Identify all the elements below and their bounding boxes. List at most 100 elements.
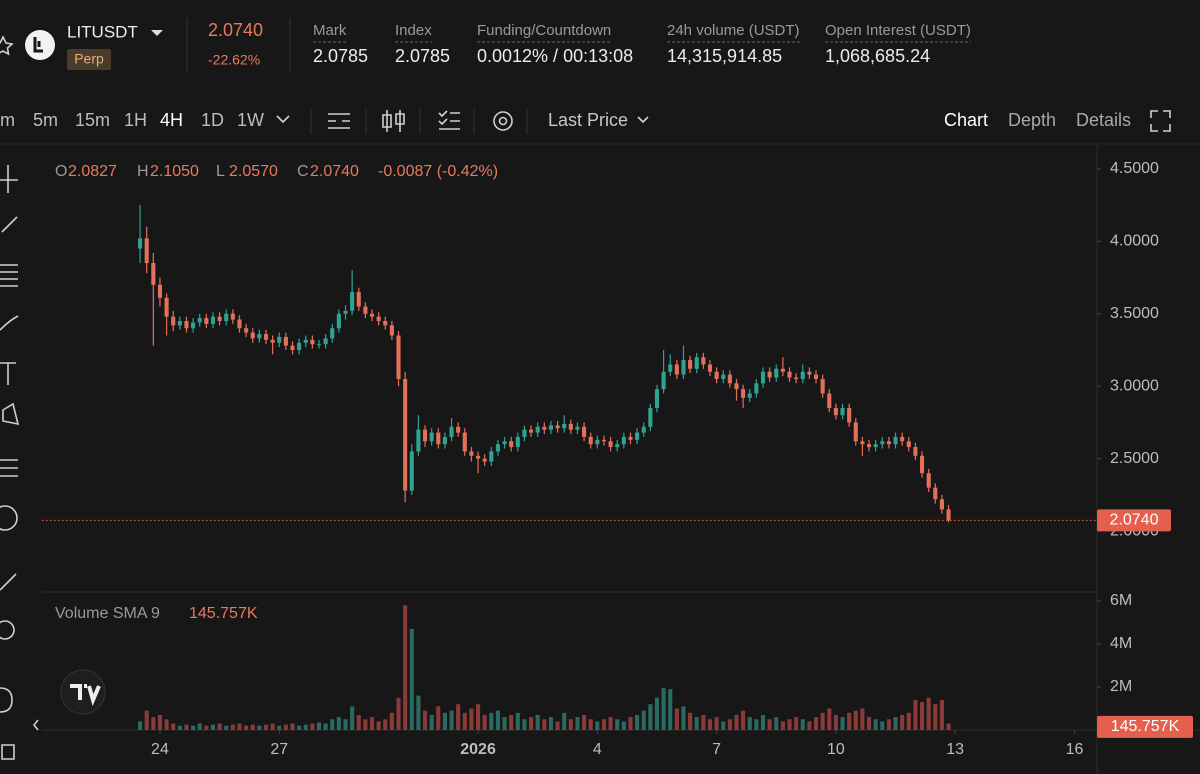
volume-bar (277, 725, 282, 730)
y-tick-label: 3.0000 (1110, 377, 1159, 394)
ohlc-legend: C (297, 163, 309, 180)
candle-body (217, 316, 222, 322)
volume-bar (535, 714, 540, 730)
volume-bar (330, 719, 335, 730)
volume-bar (548, 717, 553, 730)
candle-body (230, 313, 235, 320)
volume-bar (866, 717, 872, 730)
volume-bar (774, 717, 779, 730)
volume-bar (701, 714, 706, 730)
interval[interactable]: 1H (124, 110, 147, 130)
zoom-tool[interactable] (0, 620, 15, 640)
volume-bar (608, 717, 613, 730)
candle-body (674, 364, 679, 375)
volume-bar (641, 710, 646, 730)
candle-body (847, 407, 852, 423)
indicator-icon[interactable] (328, 113, 350, 129)
volume-bar (853, 710, 858, 730)
candle-body (151, 263, 156, 285)
candle-body (575, 426, 580, 430)
candle-body (369, 313, 375, 317)
volume-bar (403, 605, 408, 730)
volume-bar (919, 702, 925, 730)
volume-bar (813, 717, 819, 730)
magnet-tool[interactable] (0, 687, 13, 713)
candle-body (933, 487, 938, 500)
candle-body (582, 426, 587, 437)
volume-bar (396, 697, 401, 730)
volume-bar (290, 723, 295, 730)
candle-body (336, 313, 341, 329)
volume-bar (568, 719, 573, 730)
volume-bar (946, 723, 951, 730)
volume-bar (475, 704, 481, 730)
price-type[interactable]: Last Price (548, 110, 628, 130)
crosshair-tool[interactable] (0, 165, 18, 193)
tab[interactable]: Depth (1008, 110, 1056, 130)
volume-bar (244, 725, 249, 730)
symbol[interactable]: LITUSDT (67, 22, 138, 41)
candle-body (515, 436, 520, 448)
x-tick-label: 13 (946, 741, 964, 758)
template-icon[interactable] (438, 110, 460, 130)
volume-bar (754, 719, 759, 730)
volume-bar (760, 714, 766, 730)
volume-bar (635, 714, 640, 730)
candle-body (356, 292, 361, 307)
fullscreen-icon[interactable] (1150, 110, 1171, 132)
interval-caret[interactable] (276, 115, 290, 124)
candle-body (270, 339, 275, 343)
symbol-caret[interactable] (151, 30, 163, 36)
volume-bar (303, 724, 308, 730)
volume-bar (323, 723, 328, 730)
candle-body (422, 429, 428, 442)
volume-bar (860, 708, 865, 730)
ohlc-legend: O (55, 163, 67, 180)
stat-value: 14,315,914.85 (667, 46, 782, 66)
tv-logo[interactable] (60, 669, 106, 715)
interval[interactable]: 1W (237, 110, 264, 130)
tab[interactable]: Details (1076, 110, 1131, 130)
ruler-tool[interactable] (0, 573, 17, 591)
prediction-tool[interactable] (0, 459, 18, 477)
line-tool[interactable] (1, 216, 18, 233)
interval[interactable]: 4H (160, 110, 183, 130)
settings-icon[interactable] (493, 111, 513, 131)
volume-bar (495, 710, 500, 730)
icon-tool[interactable] (0, 505, 18, 531)
volume-bar (217, 723, 222, 730)
candle-body (363, 306, 368, 314)
volume-bar (369, 717, 375, 730)
interval[interactable]: 15m (75, 110, 110, 130)
interval[interactable]: 1D (201, 110, 224, 130)
candle-body (469, 451, 474, 456)
candle-body (323, 338, 328, 345)
favorite-icon[interactable] (0, 35, 14, 56)
lock-tool[interactable] (1, 744, 15, 760)
stat-value: 1,068,685.24 (825, 46, 930, 66)
y-tick-label: 2.5000 (1110, 450, 1159, 467)
pattern-tool[interactable] (2, 402, 20, 426)
candle-body (800, 371, 805, 379)
text-tool[interactable] (0, 362, 16, 385)
volume-bar (562, 712, 567, 730)
candle-body (502, 441, 507, 445)
candle-body (429, 432, 434, 442)
candle-body (707, 364, 713, 372)
volume-bar (688, 712, 693, 730)
x-tick-label: 4 (593, 741, 602, 758)
last-price-badge (1097, 509, 1171, 532)
candle-body (396, 335, 401, 379)
interval[interactable]: 5m (33, 110, 58, 130)
price-type-caret[interactable] (637, 116, 649, 124)
collapse-arrow[interactable] (32, 719, 39, 731)
interval[interactable]: m (0, 110, 15, 130)
brush-tool[interactable] (0, 315, 19, 331)
fib-tool[interactable] (0, 264, 18, 287)
candle-type-icon[interactable] (382, 110, 405, 132)
volume-bar (714, 717, 719, 730)
volume-bar (694, 717, 699, 730)
candle-body (926, 473, 931, 488)
tab[interactable]: Chart (944, 110, 988, 130)
volume-bar (138, 721, 143, 730)
